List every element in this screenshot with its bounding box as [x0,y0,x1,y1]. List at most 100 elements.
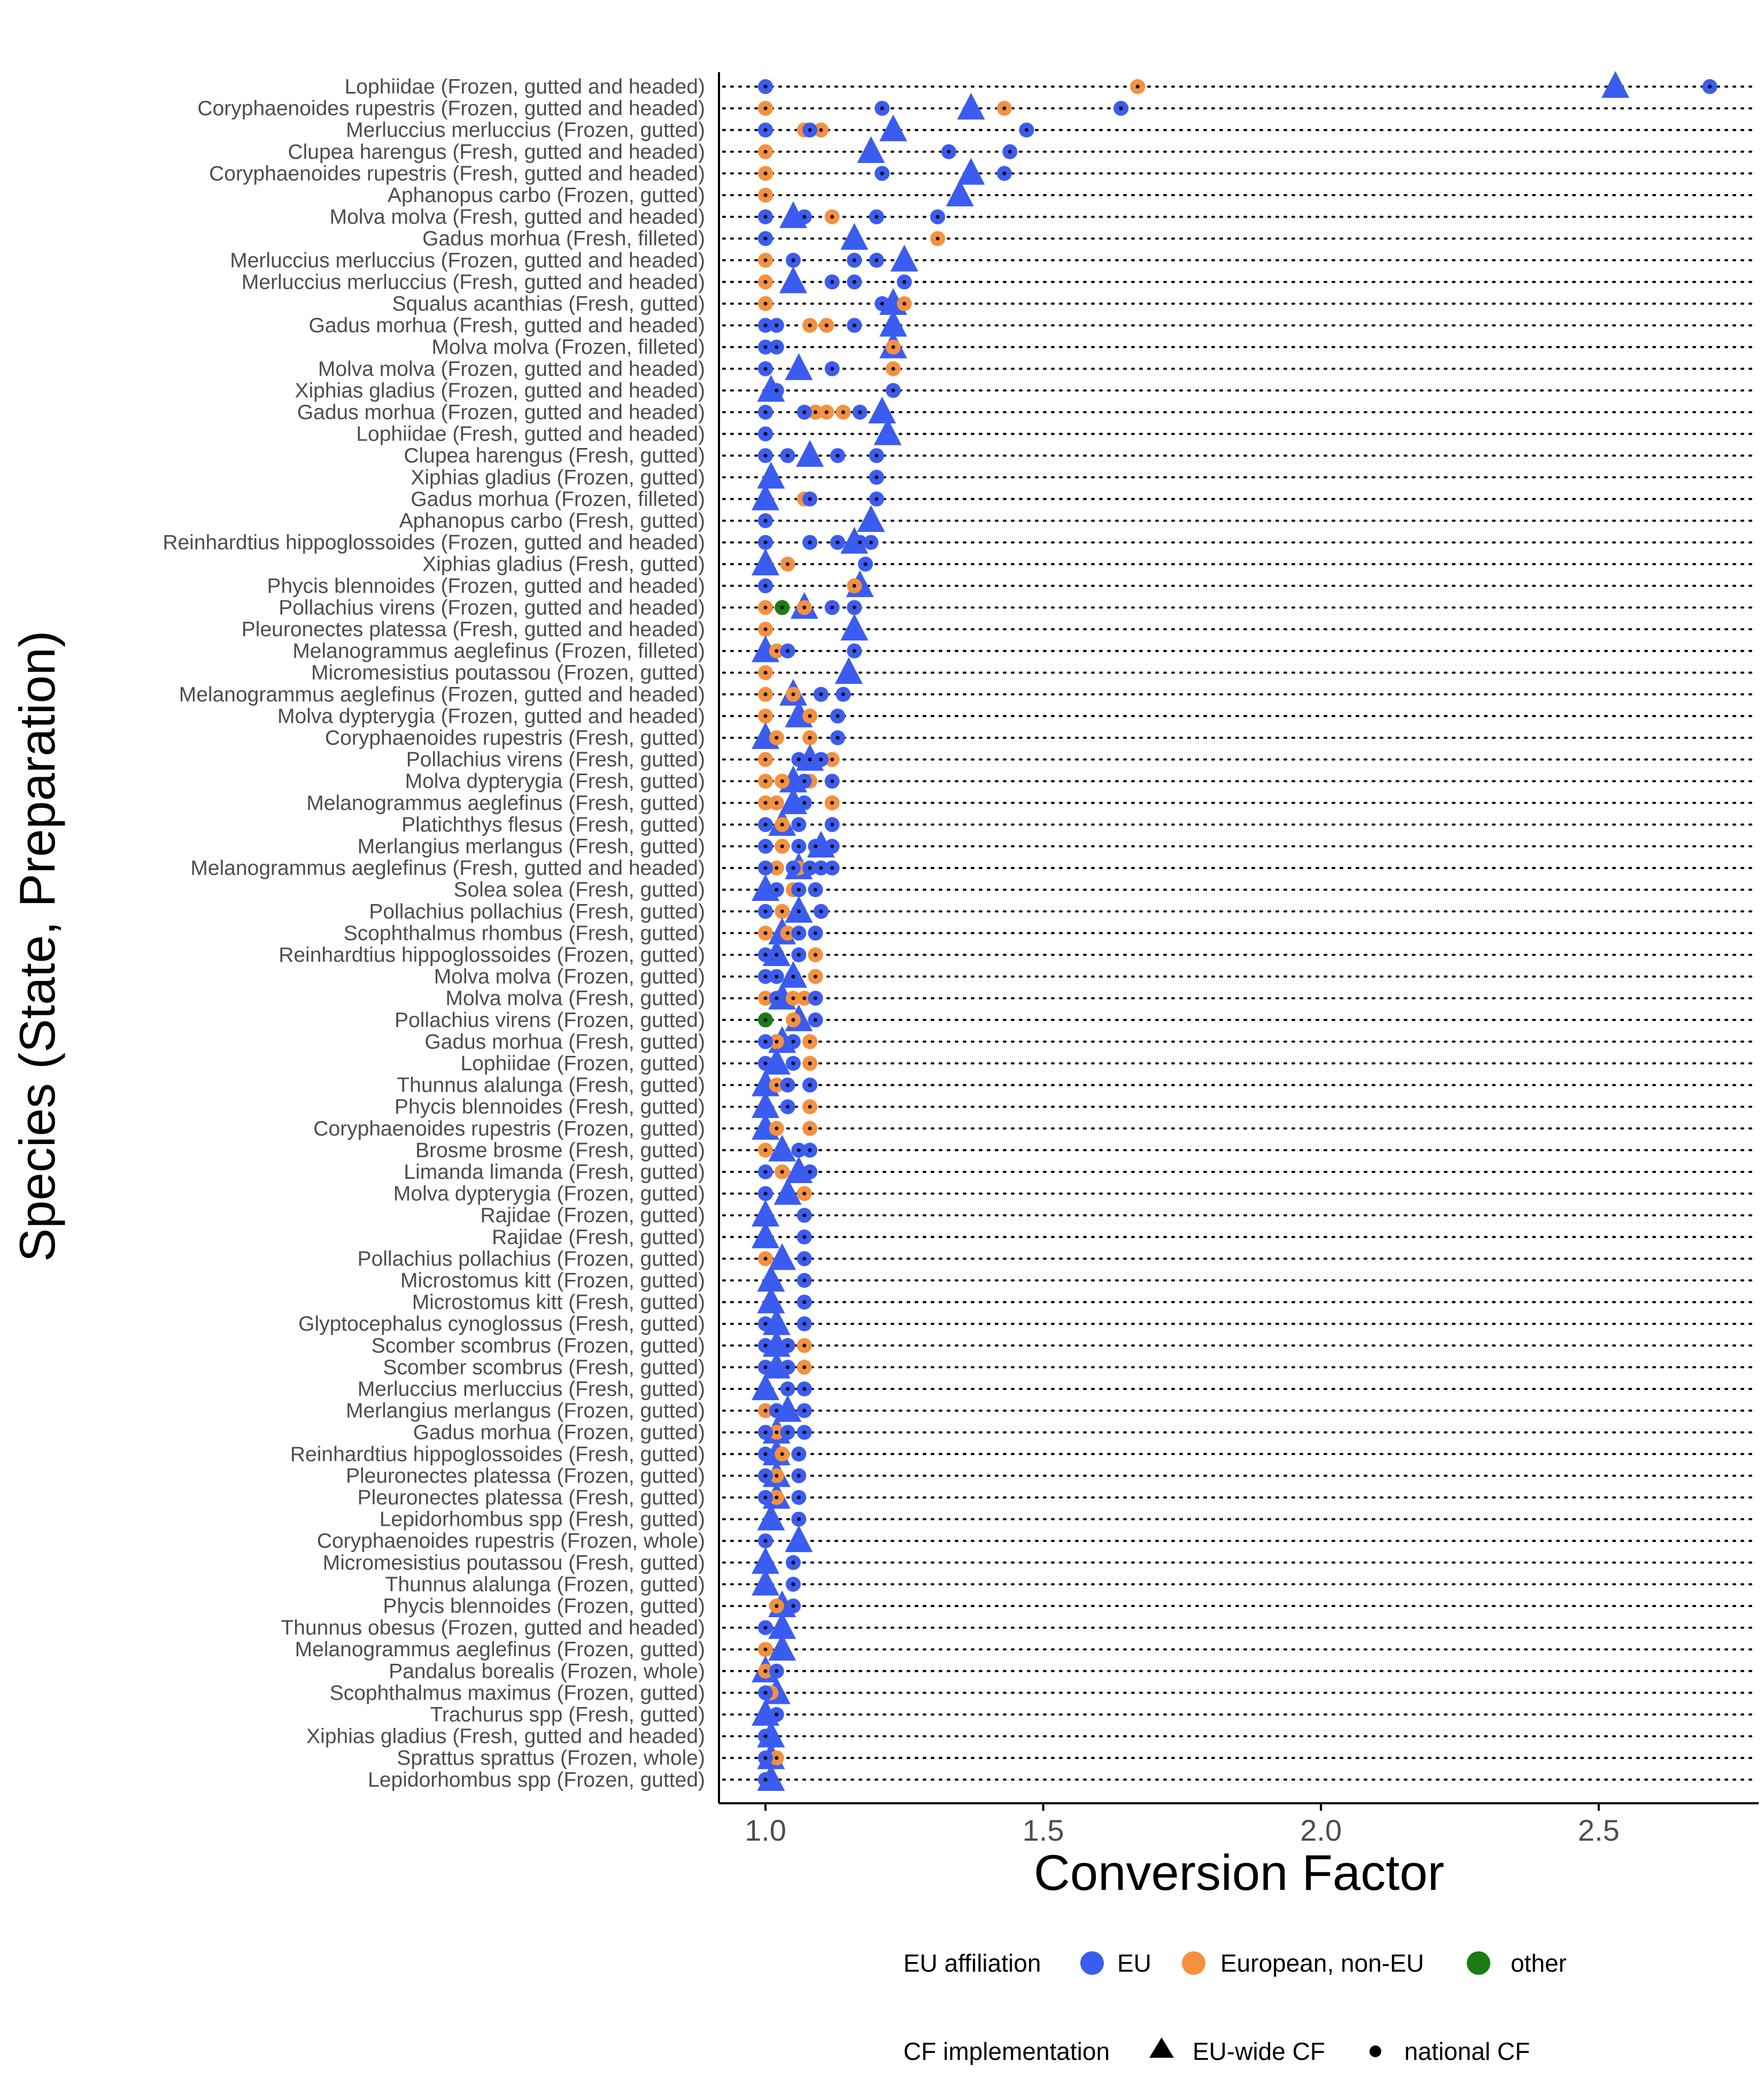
national-cf-dot [763,1343,768,1348]
national-cf-dot [775,1083,779,1087]
national-cf-dot [802,410,807,414]
category-label: Pollachius pollachius (Fresh, gutted) [369,900,705,923]
category-label: Molva dypterygia (Frozen, gutted and hea… [277,705,705,728]
category-label: Melanogrammus aeglefinus (Frozen, fillet… [292,640,705,663]
national-cf-dot [802,996,807,1000]
national-cf-dot [791,1582,795,1586]
national-cf-dot [819,758,823,762]
category-label: Pleuronectes platessa (Frozen, gutted) [346,1464,705,1487]
category-label: Scomber scombrus (Fresh, gutted) [383,1356,705,1379]
national-cf-dot [763,1452,768,1456]
national-cf-dot [830,844,834,848]
national-cf-dot [763,150,768,154]
national-cf-dot [763,779,768,783]
national-cf-dot [852,649,856,653]
category-label: Phycis blennoides (Frozen, gutted) [383,1595,705,1618]
national-cf-dot [786,1387,790,1391]
national-cf-dot [763,280,768,284]
category-labels: Lophiidae (Frozen, gutted and headed)Cor… [163,75,705,1791]
national-cf-dot [935,215,940,219]
eu-wide-cf-triangle [957,158,985,185]
category-label: Squalus acanthias (Fresh, gutted) [392,292,705,315]
national-cf-dot [802,215,807,219]
national-cf-dot [830,605,834,609]
national-cf-dot [835,714,840,718]
national-cf-dot [814,975,818,979]
category-label: Thunnus obesus (Frozen, gutted and heade… [281,1617,705,1640]
national-cf-dot [802,1343,807,1348]
eu-wide-cf-triangle [946,179,974,207]
eu-wide-cf-triangle [868,396,896,424]
legend-label-national-cf: national CF [1404,2037,1530,2065]
national-cf-dot [858,540,862,545]
national-cf-dot [786,1343,790,1348]
national-cf-dot [786,1365,790,1369]
national-cf-dot [802,1322,807,1326]
national-cf-dot [763,1473,768,1478]
legend-eu-affiliation: EU affiliation EU European, non-EU other [903,1949,1567,1977]
eu-wide-cf-triangle [757,1503,785,1531]
national-cf-dot [791,1604,795,1608]
national-cf-dot [891,388,895,392]
national-cf-dot [775,1409,779,1413]
national-cf-dot [763,519,768,523]
category-label: Solea solea (Fresh, gutted) [454,878,705,901]
category-label: Phycis blennoides (Fresh, gutted) [394,1095,705,1118]
national-cf-dot [763,1626,768,1630]
national-cf-dot [775,1430,779,1434]
national-cf-dot [796,931,801,935]
national-cf-dot [796,1452,801,1456]
category-label: Gadus morhua (Fresh, gutted) [424,1030,705,1053]
national-cf-dot [775,388,779,392]
national-cf-dot [796,1495,801,1500]
eu-wide-cf-triangle [879,114,908,142]
national-cf-dot [796,758,801,762]
national-cf-dot [791,866,795,870]
national-cf-dot [763,996,768,1000]
category-label: Merluccius merluccius (Fresh, gutted and… [242,271,705,294]
x-tick-label: 2.5 [1578,1813,1620,1847]
national-cf-dot [875,453,879,458]
national-cf-dot [808,540,812,545]
national-cf-dot [791,1561,795,1565]
national-cf-dot [814,1018,818,1022]
national-cf-dot [808,1083,812,1087]
category-label: Reinhardtius hippoglossoides (Frozen, gu… [163,531,705,554]
national-cf-dot [830,367,834,371]
national-cf-dot [830,779,834,783]
national-cf-dot [808,1170,812,1174]
national-cf-dot [763,323,768,328]
national-cf-dot [819,128,823,132]
x-axis-title: Conversion Factor [1034,1844,1444,1901]
category-label: Pandalus borealis (Frozen, whole) [389,1660,705,1683]
category-label: Merlangius merlangus (Frozen, gutted) [346,1400,705,1423]
category-label: Limanda limanda (Fresh, gutted) [404,1161,705,1184]
x-tick-label: 2.0 [1300,1813,1342,1847]
national-cf-dot [852,323,856,328]
national-cf-dot [775,887,779,892]
national-cf-dot [891,345,895,349]
eu-wide-cf-triangle [957,92,985,120]
category-label: Coryphaenoides rupestris (Fresh, gutted … [209,162,705,185]
national-cf-dot [763,1148,768,1152]
category-label: Clupea harengus (Fresh, gutted) [404,444,705,467]
legend-swatch-other [1467,1951,1490,1975]
category-label: Gadus morhua (Frozen, gutted) [413,1421,705,1444]
eu-wide-cf-triangle [1601,71,1629,98]
category-label: Phycis blennoides (Frozen, gutted and he… [267,575,705,598]
national-cf-dot [775,323,779,328]
eu-wide-cf-triangle [768,1134,796,1162]
eu-wide-cf-triangle [752,483,779,511]
national-cf-dot [863,562,868,566]
category-label: Thunnus alalunga (Frozen, gutted) [385,1573,705,1596]
eu-wide-cf-triangle [757,1264,785,1292]
national-cf-dot [796,909,801,914]
category-label: Molva molva (Frozen, gutted) [434,966,705,989]
national-cf-dot [1708,84,1712,89]
category-label: Merluccius merluccius (Fresh, gutted) [358,1378,705,1401]
national-cf-dot [763,801,768,805]
national-cf-dot [763,1778,768,1782]
eu-wide-cf-triangle [752,549,779,576]
category-label: Aphanopus carbo (Fresh, gutted) [399,509,705,532]
national-cf-dot [763,1170,768,1174]
